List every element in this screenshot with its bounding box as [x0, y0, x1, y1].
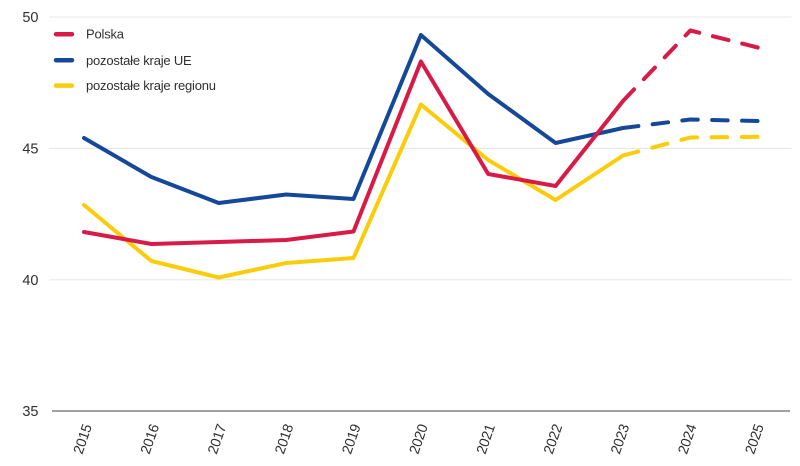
- svg-text:45: 45: [22, 142, 38, 158]
- svg-text:2017: 2017: [205, 422, 230, 456]
- svg-text:2018: 2018: [272, 422, 297, 456]
- svg-text:pozostałe kraje UE: pozostałe kraje UE: [86, 53, 192, 68]
- svg-text:2019: 2019: [339, 422, 364, 456]
- svg-text:50: 50: [22, 10, 38, 26]
- svg-text:40: 40: [22, 273, 38, 289]
- svg-text:2015: 2015: [71, 422, 96, 456]
- svg-text:2025: 2025: [743, 422, 768, 456]
- svg-text:2024: 2024: [675, 422, 700, 456]
- svg-text:pozostałe kraje regionu: pozostałe kraje regionu: [86, 78, 216, 93]
- svg-text:2016: 2016: [138, 422, 163, 456]
- svg-text:2021: 2021: [474, 422, 499, 456]
- svg-text:35: 35: [22, 404, 38, 420]
- svg-text:Polska: Polska: [86, 27, 125, 42]
- svg-text:2020: 2020: [407, 422, 432, 456]
- svg-text:2023: 2023: [608, 422, 633, 456]
- svg-text:2022: 2022: [541, 422, 566, 456]
